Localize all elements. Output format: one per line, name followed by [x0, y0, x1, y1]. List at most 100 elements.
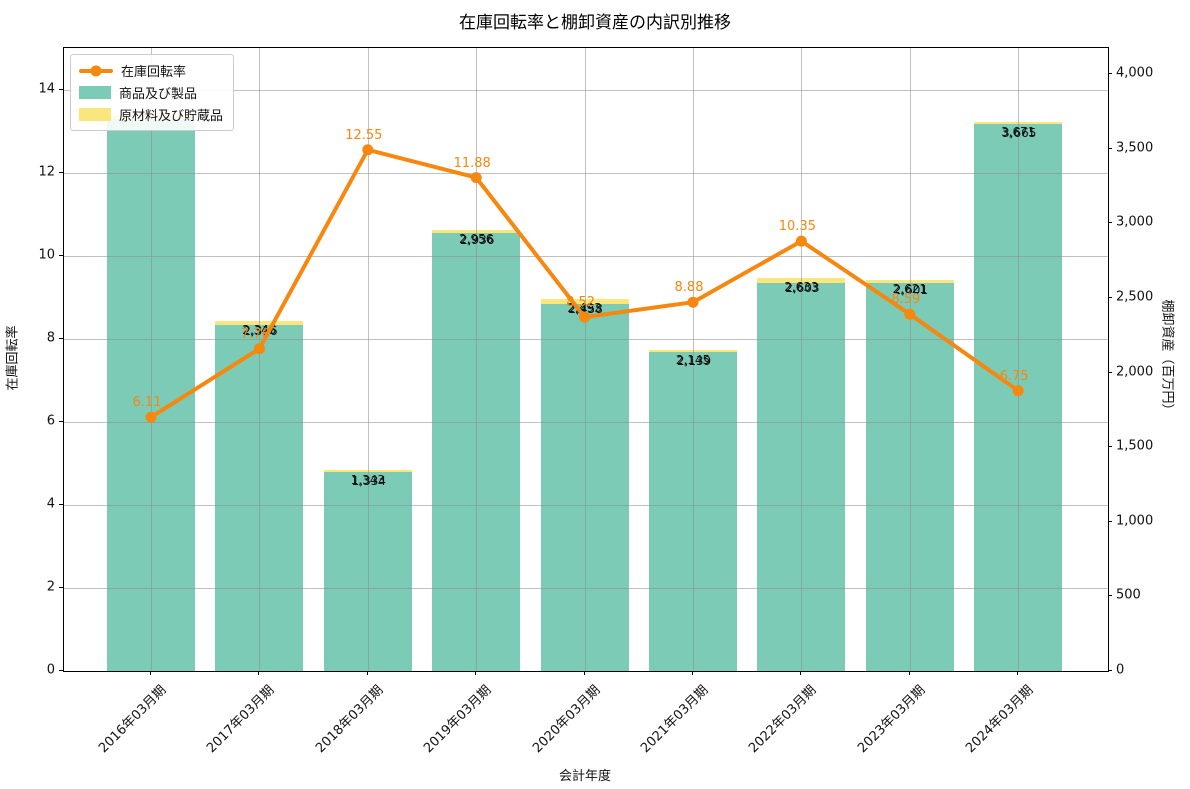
bar-total-label-2018年03月期: 1,343	[350, 472, 385, 487]
bar-products-label-2021年03月期: 2,139	[676, 353, 712, 368]
chart-title: 在庫回転率と棚卸資産の内訳別推移	[459, 13, 731, 33]
right-axis-tick-label-1000: 1,000	[1116, 513, 1154, 529]
bar-products-label-2024年03月期: 3,665	[1002, 126, 1037, 141]
left-axis-tick-label-14: 14	[38, 81, 55, 96]
x-tick-mark-2016年03月期	[150, 671, 151, 675]
grid-line-v-2018年03月期	[367, 48, 369, 671]
left-axis-tick-label-0: 0	[46, 662, 55, 678]
turnover-value-label-2022年03月期: 10.35	[778, 219, 816, 235]
legend-item-turnover: 在庫回転率	[79, 61, 223, 80]
turnover-value-label-2020年03月期: 8.52	[566, 295, 596, 311]
x-tick-mark-2019年03月期	[475, 671, 477, 675]
left-tick-mark-8	[59, 337, 63, 339]
left-axis-tick-label-8: 8	[46, 330, 55, 346]
right-axis-tick-label-2500: 2,500	[1116, 289, 1154, 305]
grid-line-h-4	[64, 504, 1108, 506]
turnover-line-chart	[145, 144, 1024, 423]
x-axis-tick-label-2023年03月期: 2023年03月期	[854, 682, 929, 757]
grid-line-h-2	[64, 587, 1108, 589]
right-tick-mark-2500	[1108, 296, 1112, 298]
grid-line-h-12	[64, 172, 1108, 174]
right-tick-mark-4000	[1108, 73, 1112, 74]
left-axis-tick-label-4: 4	[46, 496, 55, 512]
legend-patch-products-icon	[79, 86, 111, 99]
legend-label-turnover: 在庫回転率	[121, 65, 187, 80]
legend-item-materials: 原材料及び貯蔵品	[79, 105, 223, 124]
bar-total-label-2023年03月期: 2,621	[892, 281, 927, 296]
x-axis-title: 会計年度	[558, 769, 611, 784]
right-tick-mark-500	[1108, 595, 1112, 597]
x-axis-tick-label-2016年03月期: 2016年03月期	[96, 682, 170, 757]
x-axis-tick-label-2021年03月期: 2021年03月期	[638, 682, 712, 757]
x-tick-mark-2024年03月期	[1017, 671, 1019, 675]
grid-line-v-2022年03月期	[801, 48, 803, 671]
turnover-value-label-2023年03月期: 8.59	[891, 292, 921, 308]
legend-item-products: 商品及び製品	[79, 83, 223, 102]
turnover-point-2023年03月期	[904, 308, 916, 320]
bar-products-label-2023年03月期: 2,601	[893, 282, 928, 297]
bar-total-label-2021年03月期: 2,145	[675, 352, 711, 367]
grid-line-h-10	[64, 255, 1108, 257]
x-axis-tick-label-2018年03月期: 2018年03月期	[312, 682, 387, 757]
right-tick-mark-0	[1108, 670, 1112, 671]
turnover-line	[149, 147, 1021, 420]
left-axis-tick-label-2: 2	[46, 579, 55, 595]
legend-line-sample	[79, 65, 113, 76]
turnover-point-2024年03月期	[1012, 385, 1024, 397]
grid-line-h-6	[64, 421, 1108, 423]
left-tick-mark-6	[59, 420, 63, 422]
right-axis-tick-label-1500: 1,500	[1116, 438, 1154, 454]
x-tick-mark-2017年03月期	[258, 671, 260, 675]
turnover-point-2017年03月期	[253, 343, 265, 355]
x-tick-mark-2023年03月期	[908, 671, 910, 675]
bar-total-label-2022年03月期: 2,633	[784, 280, 819, 294]
grid-line-v-2021年03月期	[693, 48, 694, 671]
right-tick-mark-3000	[1108, 222, 1112, 224]
grid-line-v-2024年03月期	[1018, 48, 1020, 671]
left-tick-mark-2	[59, 586, 63, 588]
x-axis-tick-label-2019年03月期: 2019年03月期	[421, 682, 495, 757]
turnover-value-label-2024年03月期: 6.75	[999, 368, 1029, 384]
right-tick-mark-1500	[1108, 446, 1112, 448]
left-axis-tick-label-10: 10	[38, 247, 55, 263]
bar-products-label-2019年03月期: 2,936	[460, 232, 495, 247]
left-tick-mark-0	[59, 670, 63, 671]
bar-products-label-2022年03月期: 2,603	[785, 281, 820, 295]
left-axis-tick-label-6: 6	[46, 413, 55, 429]
bar-total-label-2024年03月期: 3,671	[1001, 125, 1036, 140]
grid-line-h-14	[64, 89, 1108, 91]
legend-label-materials: 原材料及び貯蔵品	[119, 109, 224, 124]
turnover-value-label-2017年03月期: 7.76	[240, 326, 270, 342]
right-axis-title: 棚卸資産（百万円）	[1159, 299, 1175, 417]
legend-label-products: 商品及び製品	[119, 87, 198, 102]
right-axis-tick-label-0: 0	[1116, 662, 1125, 678]
legend-patch-materials-icon	[79, 108, 111, 121]
x-axis-tick-label-2024年03月期: 2024年03月期	[963, 682, 1037, 757]
turnover-value-label-2018年03月期: 12.55	[345, 127, 383, 143]
right-tick-mark-2000	[1108, 371, 1112, 373]
grid-line-v-2017年03月期	[259, 48, 261, 671]
right-tick-mark-3500	[1108, 147, 1112, 149]
left-tick-mark-14	[59, 88, 63, 90]
left-tick-mark-10	[59, 254, 63, 256]
left-tick-mark-4	[59, 503, 63, 505]
x-tick-mark-2020年03月期	[583, 671, 585, 675]
grid-line-v-2019年03月期	[476, 48, 478, 671]
right-tick-mark-1000	[1108, 520, 1112, 522]
turnover-value-label-2021年03月期: 8.88	[674, 280, 704, 296]
right-axis-tick-label-2000: 2,000	[1116, 364, 1154, 379]
right-axis-tick-label-500: 500	[1116, 587, 1141, 603]
left-axis-tick-label-12: 12	[38, 164, 55, 180]
left-tick-mark-12	[59, 171, 63, 173]
turnover-point-2021年03月期	[687, 296, 699, 308]
legend-marker-icon	[90, 65, 102, 76]
turnover-point-2018年03月期	[362, 144, 374, 156]
x-tick-mark-2018年03月期	[366, 671, 368, 675]
right-axis-tick-label-4000: 4,000	[1116, 65, 1154, 81]
plot-area: 6.11 2,316 2,345 7.76 1,334 1,343 12.55 2,936 2,…	[63, 47, 1109, 672]
x-tick-mark-2021年03月期	[692, 671, 693, 675]
turnover-point-2016年03月期	[145, 411, 157, 423]
x-tick-mark-2022年03月期	[800, 671, 802, 675]
turnover-point-2022年03月期	[795, 235, 807, 247]
